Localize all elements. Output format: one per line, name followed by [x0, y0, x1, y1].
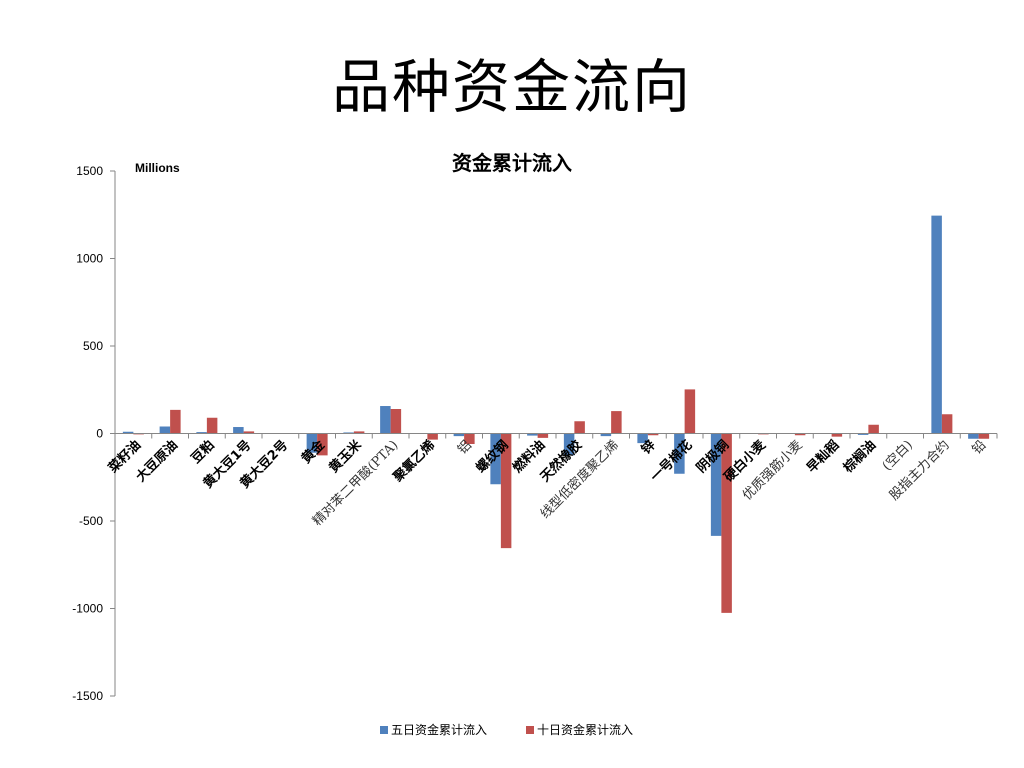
bar-ten-day: [684, 389, 696, 434]
category-label: 棕榈油: [840, 437, 880, 477]
category-labels: 菜籽油大豆原油 豆粕黄大豆1号黄大豆2号 黄金黄玉米精对苯二甲酸(PTA)聚氯乙烯铝…: [105, 436, 990, 529]
bar-five-day: [674, 433, 685, 474]
bar-five-day: [306, 433, 318, 453]
bar-five-day: [159, 426, 171, 434]
y-tick-label: -1000: [72, 602, 103, 616]
bar-ten-day: [794, 433, 806, 436]
bar-ten-day: [500, 433, 512, 549]
legend-label: 十日资金累计流入: [537, 722, 633, 737]
bar-five-day: [233, 427, 244, 434]
y-tick-label: 0: [96, 427, 103, 441]
x-axis: [114, 433, 998, 439]
bar-ten-day: [390, 409, 402, 434]
bar-five-day: [637, 433, 648, 444]
bar-five-day: [931, 215, 942, 434]
bar-ten-day: [721, 433, 732, 613]
y-tick-label: -500: [79, 514, 103, 528]
category-label: 豆粕: [188, 437, 218, 467]
bar-five-day: [196, 432, 207, 434]
bar-five-day: [453, 433, 465, 437]
bar-five-day: [968, 433, 979, 439]
bar-ten-day: [647, 433, 659, 436]
chart-title: 资金累计流入: [452, 151, 572, 175]
bar-five-day: [857, 433, 869, 435]
bar-ten-day: [831, 433, 843, 437]
bar-ten-day: [868, 424, 879, 434]
legend: 五日资金累计流入 十日资金累计流入: [380, 722, 633, 737]
category-label: 早籼稻: [804, 437, 843, 476]
bar-ten-day: [243, 431, 255, 434]
legend-swatch: [380, 726, 388, 734]
bar-ten-day: [317, 433, 328, 456]
bar-ten-day: [611, 411, 622, 434]
bar-five-day: [710, 433, 722, 536]
bar-five-day: [600, 433, 612, 437]
bar-ten-day: [353, 431, 365, 434]
bar-five-day: [122, 431, 134, 434]
y-axis: 1500 1000 500 0 -500 -1000 -1500: [72, 164, 116, 703]
bar-five-day: [563, 433, 575, 456]
bar-ten-day: [464, 433, 475, 444]
bar-ten-day: [170, 409, 181, 434]
y-tick-label: -1500: [72, 689, 103, 703]
bar-ten-day: [206, 417, 218, 434]
bar-five-day: [380, 406, 391, 434]
y-tick-label: 1000: [76, 252, 103, 266]
bar-ten-day: [941, 414, 953, 434]
legend-label: 五日资金累计流入: [391, 722, 487, 737]
y-tick-label: 1500: [76, 164, 103, 178]
unit-label: Millions: [135, 161, 180, 175]
slide-title: 品种资金流向: [331, 53, 692, 121]
bar-ten-day: [427, 433, 438, 440]
y-tick-label: 500: [83, 339, 103, 353]
bar-five-day: [527, 433, 538, 436]
bar-five-day: [490, 433, 501, 485]
bar-ten-day: [537, 433, 549, 438]
legend-swatch: [526, 726, 534, 734]
category-label: 铅: [970, 438, 990, 458]
bar-ten-day: [978, 433, 990, 439]
bar-five-day: [343, 432, 354, 434]
bars: [122, 215, 990, 613]
bar-ten-day: [574, 421, 585, 434]
